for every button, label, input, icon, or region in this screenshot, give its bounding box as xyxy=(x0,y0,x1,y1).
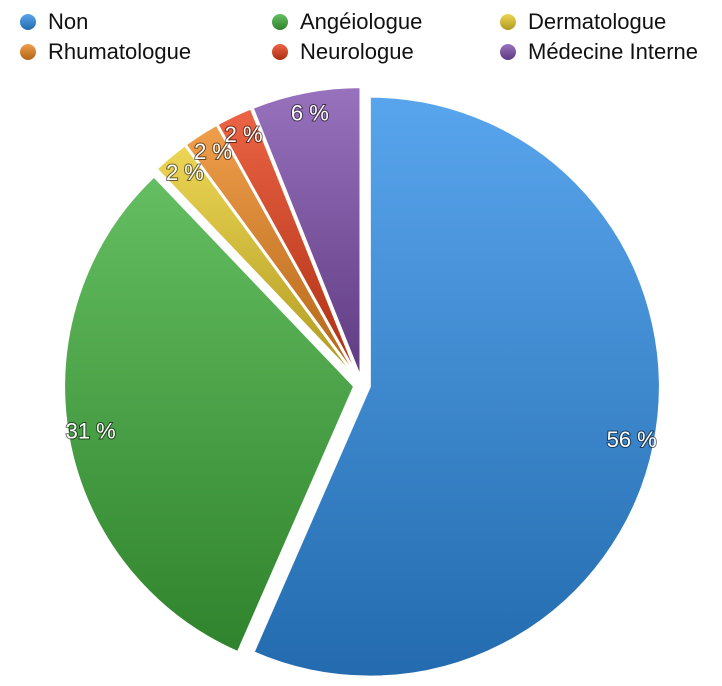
legend-label: Rhumatologue xyxy=(48,39,191,64)
legend-marker xyxy=(20,44,36,60)
data-label: 2 % xyxy=(166,160,204,185)
legend-label: Dermatologue xyxy=(528,9,666,34)
data-label: 2 % xyxy=(225,122,263,147)
legend-marker xyxy=(500,44,516,60)
data-label: 56 % xyxy=(607,427,657,452)
data-label: 6 % xyxy=(291,100,329,125)
data-label: 31 % xyxy=(66,419,116,444)
legend-marker xyxy=(20,14,36,30)
legend-label: Non xyxy=(48,9,88,34)
pie-slice xyxy=(216,107,360,379)
pie-slice xyxy=(252,95,661,678)
data-label: 2 % xyxy=(194,139,232,164)
legend-label: Médecine Interne xyxy=(528,39,698,64)
pie-slice xyxy=(63,175,356,654)
legend-label: Neurologue xyxy=(300,39,414,64)
pie-slice xyxy=(184,123,359,379)
pie-slice xyxy=(251,86,362,378)
legend-marker xyxy=(500,14,516,30)
legend-marker xyxy=(272,14,288,30)
legend-label: Angéiologue xyxy=(300,9,422,34)
legend-marker xyxy=(272,44,288,60)
pie-slice xyxy=(155,143,358,380)
